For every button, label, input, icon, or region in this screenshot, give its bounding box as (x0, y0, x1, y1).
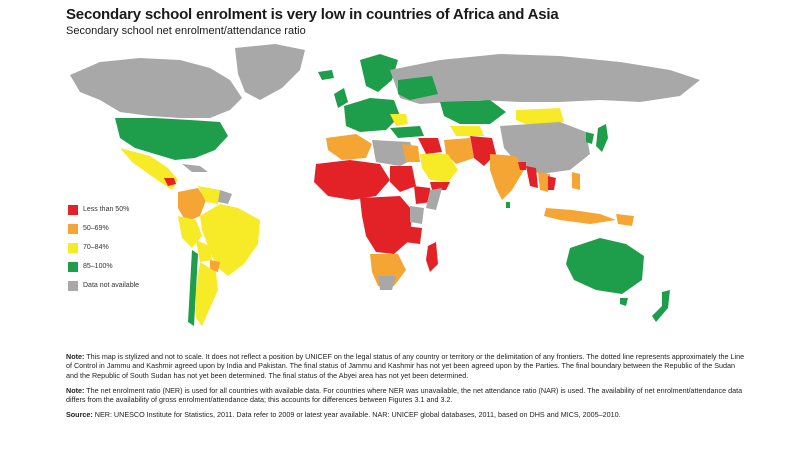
note-label: Note: (66, 385, 85, 395)
region-west-africa (314, 160, 390, 200)
legend-label: Less than 50% (83, 206, 130, 213)
region-kenya (410, 206, 424, 224)
region-korea (586, 132, 594, 144)
region-canada (70, 58, 242, 118)
source-text: NER: UNESCO Institute for Statistics, 20… (92, 410, 621, 420)
note-label: Note: (66, 352, 85, 361)
legend-swatch (68, 223, 78, 234)
note-ner-nar: Note: The net enrolment ratio (NER) is u… (66, 386, 746, 405)
region-philippines (572, 172, 580, 190)
notes-block: Note: This map is stylized and not to sc… (66, 352, 746, 426)
map-legend: Less than 50% 50–69% 70–84% 85–100% Data… (68, 200, 139, 295)
region-venezuela (198, 186, 220, 204)
region-sudan (390, 166, 416, 192)
region-japan (596, 124, 608, 152)
legend-label: 70–84% (83, 244, 109, 251)
region-madagascar (426, 242, 438, 272)
region-iran (444, 138, 474, 164)
region-saudi-arabia (420, 154, 458, 182)
region-paraguay (210, 260, 220, 272)
region-tanzania (404, 226, 422, 244)
map-subtitle: Secondary school net enrolment/attendanc… (66, 25, 306, 37)
legend-label: 85–100% (83, 263, 113, 270)
region-indonesia (544, 208, 616, 224)
region-kazakhstan (440, 100, 506, 124)
legend-swatch (68, 204, 78, 215)
region-caribbean (182, 164, 208, 172)
legend-item: Data not available (68, 276, 139, 295)
region-guianas (218, 190, 232, 204)
region-india (490, 154, 524, 200)
map-title: Secondary school enrolment is very low i… (66, 6, 559, 23)
region-tasmania (620, 298, 628, 306)
region-south-africa (378, 276, 396, 290)
region-usa (115, 118, 228, 160)
region-bangladesh (518, 162, 526, 170)
region-north-africa-west (326, 134, 372, 160)
region-argentina (196, 262, 218, 326)
region-iceland (318, 70, 334, 80)
region-scandinavia (360, 54, 398, 92)
region-iraq-syria (418, 138, 442, 154)
region-sri-lanka (506, 202, 510, 208)
region-chile (188, 250, 198, 326)
region-thailand (538, 172, 550, 192)
legend-label: Data not available (83, 282, 140, 289)
region-mongolia (516, 108, 564, 126)
region-somalia (426, 188, 442, 210)
region-russia (390, 54, 700, 104)
region-greenland (235, 44, 305, 100)
region-uzbekistan (450, 126, 484, 136)
legend-item: 85–100% (68, 257, 139, 276)
region-western-europe (344, 98, 400, 132)
region-australia (566, 238, 644, 294)
region-russia-west-green (398, 76, 438, 100)
legend-item: Less than 50% (68, 200, 139, 219)
region-afghanistan-pakistan (470, 136, 496, 166)
world-map (70, 44, 700, 326)
region-new-zealand (652, 290, 670, 322)
legend-swatch (68, 261, 78, 272)
region-china (500, 122, 590, 174)
note-map-disclaimer: Note: This map is stylized and not to sc… (66, 352, 746, 380)
region-uk (334, 88, 348, 108)
region-central-america-red (164, 178, 176, 186)
legend-item: 70–84% (68, 238, 139, 257)
region-turkey (390, 126, 424, 138)
note-text: The net enrolment ratio (NER) is used fo… (66, 385, 743, 405)
legend-swatch (68, 280, 78, 291)
legend-label: 50–69% (83, 225, 109, 232)
region-ethiopia (414, 186, 432, 204)
source-line: Source: NER: UNESCO Institute for Statis… (66, 410, 746, 419)
legend-item: 50–69% (68, 219, 139, 238)
region-egypt (402, 144, 420, 162)
region-cambodia-laos (548, 176, 556, 190)
region-bolivia (196, 240, 212, 262)
region-colombia (178, 188, 206, 222)
source-label: Source: (66, 410, 93, 420)
region-eastern-europe-yellow (390, 114, 408, 126)
region-png (616, 214, 634, 226)
note-text: This map is stylized and not to scale. I… (66, 352, 745, 380)
legend-swatch (68, 242, 78, 253)
region-central-africa (360, 196, 412, 254)
region-myanmar (526, 166, 538, 188)
region-brazil (200, 204, 260, 276)
region-mexico (120, 148, 178, 190)
region-yemen (430, 182, 450, 190)
